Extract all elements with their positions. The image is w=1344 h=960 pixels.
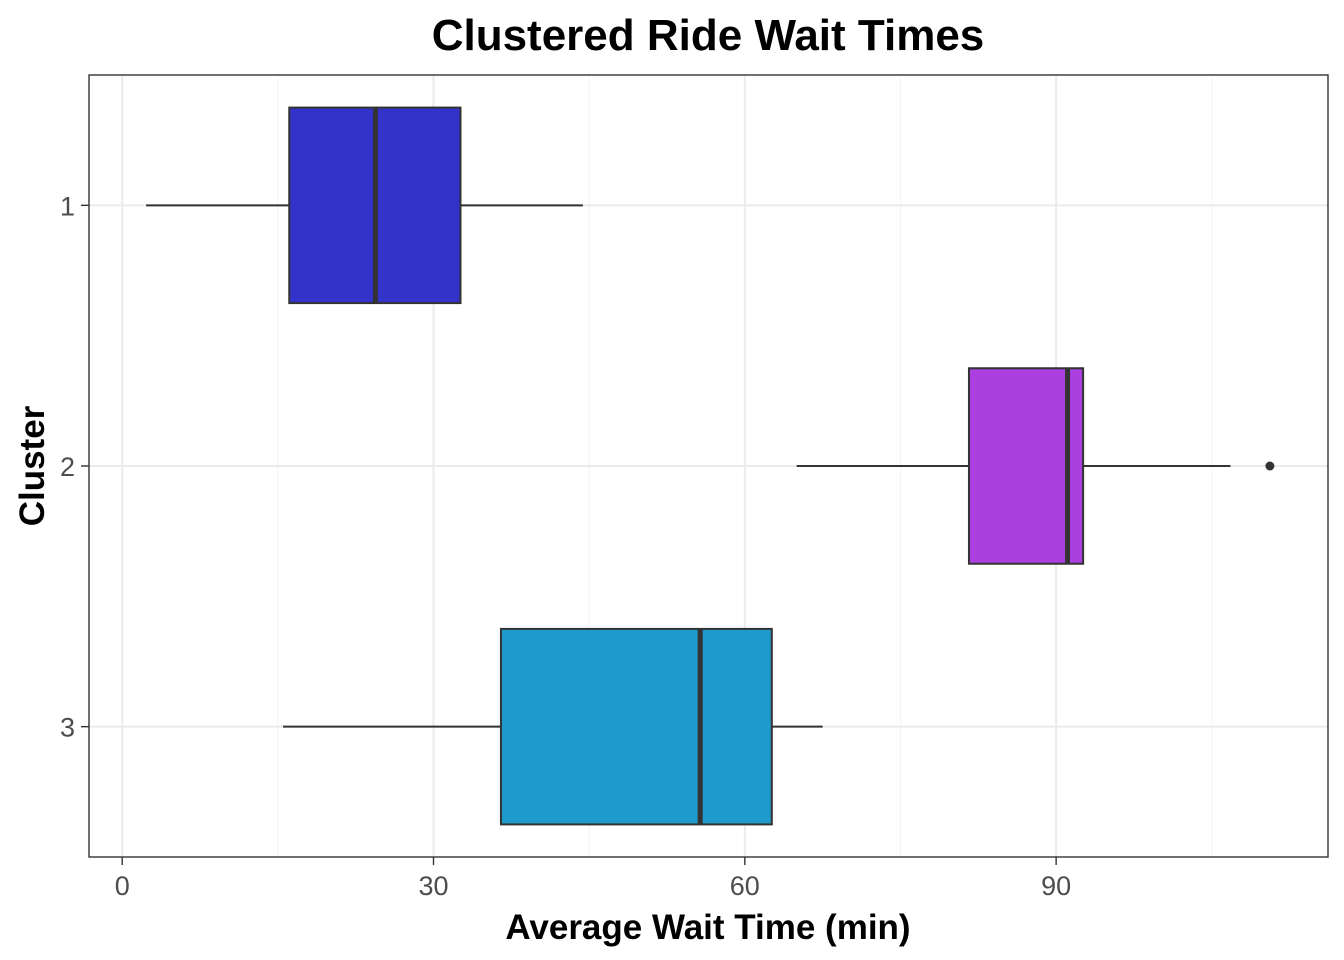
outlier-point [1265,461,1275,471]
box-cluster-3 [283,627,823,826]
box-cluster-2 [796,367,1275,565]
x-tick-label: 90 [1041,871,1071,901]
x-tick-label: 30 [418,871,448,901]
y-axis-title: Cluster [13,405,52,526]
y-tick-label: 1 [60,191,75,221]
x-tick-label: 0 [115,871,130,901]
x-tick-label: 60 [730,871,760,901]
axes: 0 30 60 90 1 2 3 [60,191,1071,901]
box-cluster-1 [146,106,583,305]
box-marks [146,106,1275,826]
chart-title: Clustered Ride Wait Times [432,11,985,60]
y-tick-label: 2 [60,452,75,482]
iqr-box [967,367,1085,565]
x-axis-title: Average Wait Time (min) [505,908,910,947]
y-tick-label: 3 [60,713,75,743]
iqr-box [499,627,773,826]
